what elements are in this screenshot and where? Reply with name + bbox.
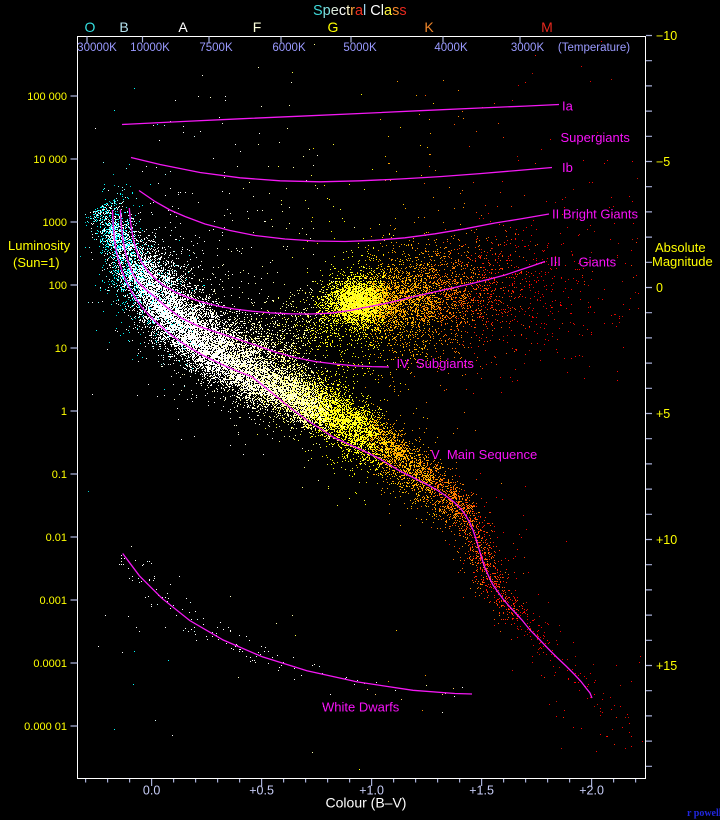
svg-text:7500K: 7500K: [199, 42, 233, 54]
svg-text:IV Subgiants: IV Subgiants: [397, 356, 475, 371]
svg-text:+0.5: +0.5: [249, 784, 274, 798]
svg-text:0.001: 0.001: [39, 595, 67, 607]
svg-text:0: 0: [656, 281, 663, 295]
svg-text:Luminosity: Luminosity: [8, 238, 71, 253]
svg-text:0.01: 0.01: [46, 532, 67, 544]
svg-text:(Sun=1): (Sun=1): [13, 255, 60, 270]
svg-text:+5: +5: [656, 407, 670, 421]
svg-text:K: K: [424, 19, 434, 35]
svg-text:Ia: Ia: [562, 99, 574, 114]
svg-text:0.0001: 0.0001: [33, 658, 67, 670]
svg-text:+15: +15: [656, 659, 677, 673]
svg-text:G: G: [328, 19, 339, 35]
svg-text:+2.0: +2.0: [579, 784, 604, 798]
svg-text:r powell: r powell: [687, 808, 720, 819]
svg-text:Magnitude: Magnitude: [652, 254, 713, 269]
svg-text:1000: 1000: [43, 217, 67, 229]
svg-text:Spectral Class: Spectral Class: [313, 3, 407, 19]
svg-text:−10: −10: [656, 29, 677, 43]
svg-text:+10: +10: [656, 533, 677, 547]
svg-text:Supergiants: Supergiants: [561, 130, 631, 145]
svg-text:10000K: 10000K: [130, 42, 170, 54]
svg-text:10: 10: [55, 343, 67, 355]
svg-text:5000K: 5000K: [343, 42, 377, 54]
svg-text:Ib: Ib: [562, 160, 573, 175]
svg-text:1: 1: [61, 406, 67, 418]
svg-text:III: III: [550, 254, 561, 269]
svg-text:M: M: [541, 19, 553, 35]
svg-text:6000K: 6000K: [272, 42, 306, 54]
svg-text:B: B: [119, 19, 128, 35]
svg-text:30000K: 30000K: [77, 42, 117, 54]
svg-text:V Main Sequence: V Main Sequence: [431, 447, 537, 462]
svg-text:3000K: 3000K: [511, 42, 545, 54]
svg-text:+1.5: +1.5: [469, 784, 494, 798]
svg-text:10 000: 10 000: [33, 154, 67, 166]
svg-text:+1.0: +1.0: [359, 784, 384, 798]
svg-text:−5: −5: [656, 155, 670, 169]
svg-text:II Bright Giants: II Bright Giants: [552, 207, 638, 222]
svg-text:100 000: 100 000: [27, 91, 67, 103]
svg-text:Giants: Giants: [579, 255, 617, 270]
svg-text:Colour (B–V): Colour (B–V): [326, 795, 407, 811]
svg-text:(Temperature): (Temperature): [558, 42, 630, 54]
svg-text:4000K: 4000K: [434, 42, 468, 54]
svg-text:O: O: [85, 19, 96, 35]
svg-text:A: A: [178, 19, 188, 35]
svg-text:Absolute: Absolute: [655, 240, 706, 255]
svg-text:F: F: [253, 19, 262, 35]
svg-text:100: 100: [49, 280, 67, 292]
svg-text:0.0: 0.0: [143, 784, 160, 798]
svg-text:White Dwarfs: White Dwarfs: [322, 700, 400, 715]
svg-text:0.1: 0.1: [52, 469, 67, 481]
svg-text:0.000 01: 0.000 01: [24, 721, 67, 733]
